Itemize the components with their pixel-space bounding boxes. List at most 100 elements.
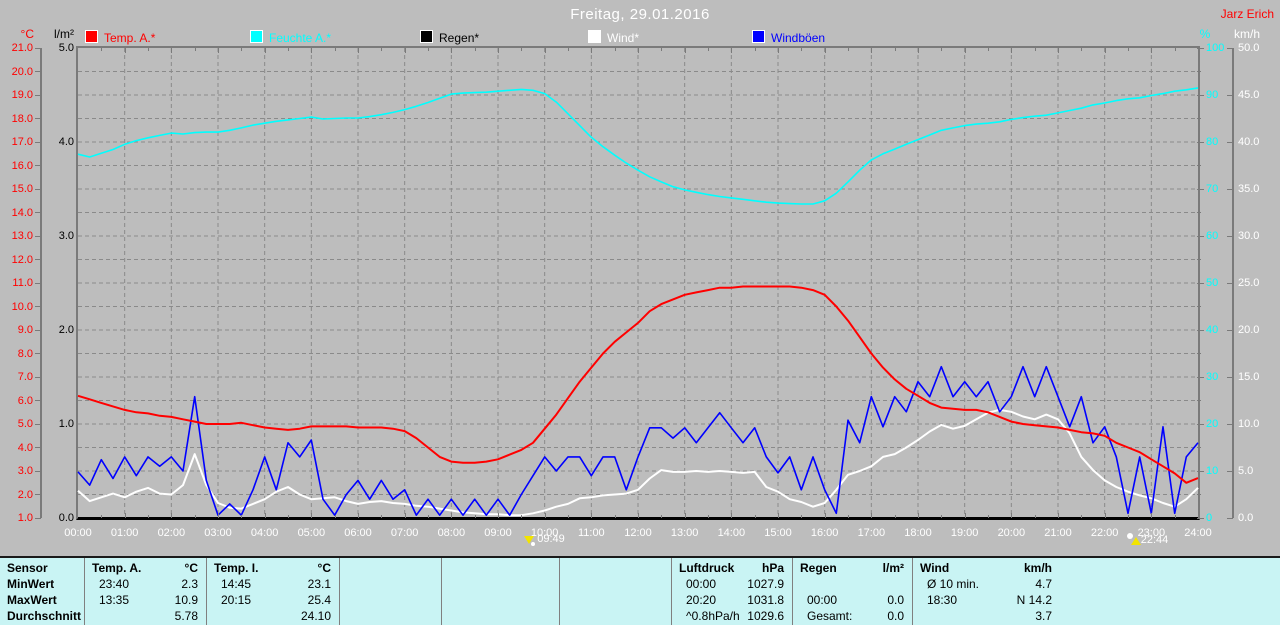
- x-axis-tick: [824, 513, 826, 518]
- down-arrow-icon: [524, 536, 535, 544]
- x-axis-minor-tick: [754, 48, 756, 51]
- x-axis-minor-tick: [1174, 515, 1176, 518]
- summary-cell-time: [1060, 608, 1074, 624]
- legend-swatch-icon: [420, 30, 433, 43]
- summary-cell-value: 2.3: [181, 577, 198, 591]
- moon-icon: [1126, 533, 1133, 539]
- rain-axis-unit-label: l/m²: [54, 27, 74, 41]
- summary-value-row: [1060, 592, 1280, 608]
- chart-svg: [77, 48, 1199, 519]
- x-axis-minor-tick: [334, 48, 336, 51]
- sun-down-arrow-icon: [524, 533, 537, 546]
- temp-axis-tick-label: 18.0: [11, 112, 33, 125]
- summary-cell-time: [560, 592, 574, 608]
- humidity-axis-tick-label: 30: [1206, 371, 1219, 383]
- humidity-axis-minor-tick: [1197, 353, 1201, 354]
- summary-cell-time: [560, 576, 574, 592]
- humidity-axis-tick-label: 10: [1206, 465, 1219, 477]
- temp-axis-tick: [35, 306, 41, 307]
- temp-axis-tick-label: 8.0: [17, 347, 33, 360]
- summary-value-row: Ø 10 min. 4.7: [913, 576, 1060, 592]
- x-axis-tick: [544, 48, 546, 53]
- summary-cell-value: 24.10: [300, 609, 331, 623]
- x-axis-tick-label: 01:00: [110, 527, 139, 539]
- temp-axis-tick: [35, 71, 41, 72]
- humidity-axis-tick-label: 50: [1206, 277, 1219, 289]
- x-axis-tick-label: 18:00: [904, 527, 932, 539]
- summary-cell-value: [574, 576, 671, 592]
- x-axis-tick: [124, 48, 126, 53]
- temp-axis-tick-label: 13.0: [11, 230, 33, 242]
- x-axis-tick-label: 03:00: [204, 527, 232, 539]
- x-axis-minor-tick: [194, 515, 196, 518]
- summary-value-row: 20:15 25.4: [207, 592, 339, 608]
- series-line-humidity-1: [77, 87, 1199, 205]
- summary-cell-time: [913, 608, 927, 624]
- x-axis-minor-tick: [754, 515, 756, 518]
- humidity-axis-minor-tick: [1197, 494, 1201, 495]
- x-axis-minor-tick: [1034, 515, 1036, 518]
- summary-value-row: 00:00 1027.9: [672, 576, 792, 592]
- summary-cell-value: [456, 592, 559, 608]
- wind-axis-tick: [1227, 282, 1233, 284]
- x-axis-tick-label: 20:00: [997, 527, 1026, 539]
- x-axis-tick: [1104, 513, 1106, 518]
- x-axis-minor-tick: [474, 48, 476, 51]
- x-axis-minor-tick: [288, 48, 289, 51]
- x-axis-tick-label: 09:00: [484, 527, 512, 539]
- legend-item-label: Temp. A.*: [104, 31, 156, 45]
- rain-axis-tick-label: 0.0: [58, 512, 74, 524]
- x-axis-minor-tick: [661, 48, 663, 51]
- temp-axis-tick: [35, 235, 41, 237]
- summary-cell-value: [354, 608, 441, 624]
- summary-cell-value: 10.9: [174, 593, 198, 607]
- time-marker-label: 22:44: [1140, 534, 1169, 546]
- x-axis-tick: [1011, 48, 1013, 53]
- summary-column-regen: Regen l/m² 00:00 0.0 Gesamt: 0.0: [793, 558, 913, 625]
- time-marker: 22:44: [1126, 533, 1169, 548]
- summary-column-temp-a-: Temp. A. °C 23:40 2.3 13:35 10.9 5.78: [85, 558, 207, 625]
- summary-cell-time: [560, 608, 574, 624]
- x-axis-tick: [638, 513, 639, 518]
- x-axis-minor-tick: [848, 515, 849, 518]
- humidity-axis-minor-tick: [1197, 165, 1201, 166]
- summary-cell-value: [574, 592, 671, 608]
- x-axis-tick-label: 24:00: [1184, 527, 1212, 539]
- summary-value-row: 00:00 0.0: [793, 592, 912, 608]
- summary-column-header: [1060, 560, 1280, 576]
- temp-axis-tick: [35, 141, 41, 143]
- x-axis-minor-tick: [568, 48, 569, 51]
- temp-axis-tick-label: 21.0: [11, 42, 33, 54]
- x-axis-tick: [451, 48, 453, 53]
- x-axis-minor-tick: [1081, 515, 1083, 518]
- wind-axis-tick: [1227, 329, 1233, 331]
- summary-column-empty: [442, 558, 560, 625]
- summary-cell-time: [340, 592, 354, 608]
- x-axis-tick: [404, 48, 406, 53]
- summary-value-row: 23:40 2.3: [85, 576, 206, 592]
- x-axis-tick: [124, 513, 126, 518]
- x-axis-minor-tick: [521, 48, 523, 51]
- wind-axis-tick-label: 0.0: [1238, 512, 1254, 524]
- summary-cell-value: 0.0: [887, 609, 904, 623]
- summary-cell-time: 23:40: [99, 577, 130, 591]
- x-axis-minor-tick: [988, 48, 989, 51]
- summary-row-label-text: Durchschnitt: [7, 609, 82, 623]
- x-axis-tick-label: 22:00: [1090, 527, 1119, 539]
- humidity-axis-tick-label: 40: [1206, 324, 1219, 336]
- legend-item-label: Feuchte A.*: [269, 31, 332, 45]
- summary-row-label: MaxWert: [0, 592, 84, 608]
- x-axis-tick: [591, 513, 593, 518]
- summary-cell-time: 00:00: [807, 593, 838, 607]
- time-marker-label: 09:49: [537, 533, 565, 545]
- summary-value-row: [1060, 576, 1280, 592]
- summary-cell-value: [1074, 608, 1280, 624]
- x-axis-tick: [1011, 513, 1013, 518]
- x-axis-tick: [1151, 513, 1153, 518]
- wind-axis-tick: [1227, 517, 1233, 519]
- series-line-wind-3: [77, 408, 1199, 517]
- summary-cell-time: ^0.8hPa/h: [686, 609, 740, 623]
- summary-column-header: Luftdruck hPa: [672, 560, 792, 576]
- summary-column-unit: °C: [317, 561, 331, 575]
- humidity-axis-tick: [1197, 94, 1204, 96]
